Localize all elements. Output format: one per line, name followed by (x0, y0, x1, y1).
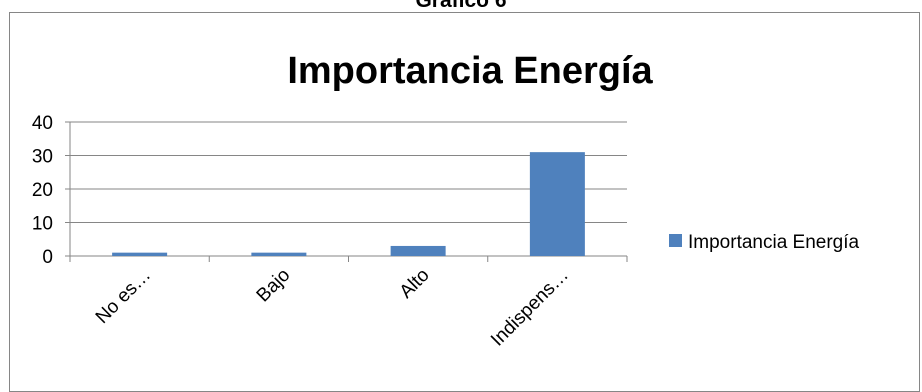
bars (112, 152, 585, 256)
legend-label: Importancia Energía (688, 232, 860, 253)
chart-title-group: Importancia Energía (287, 50, 653, 92)
y-tick-label: 0 (42, 247, 53, 268)
legend-swatch (669, 234, 682, 247)
legend: Importancia Energía (669, 232, 860, 253)
chart-title: Importancia Energía (287, 50, 653, 92)
y-tick-labels: 0 10 20 30 40 (32, 113, 53, 268)
y-tick-label: 30 (32, 147, 53, 168)
x-tick-label: Indispens… (487, 265, 573, 351)
x-tick-label: Alto (396, 265, 434, 303)
bar (529, 152, 585, 256)
bar (390, 245, 446, 256)
bar (251, 252, 307, 256)
y-tick-label: 10 (32, 214, 53, 235)
bar (112, 252, 168, 256)
x-tick-labels: No es… Bajo Alto Indispens… (92, 265, 573, 351)
y-tick-label: 20 (32, 180, 53, 201)
y-tick-label: 40 (32, 113, 53, 134)
x-tick-label: No es… (92, 265, 155, 328)
chart-frame (9, 12, 920, 392)
bar-chart: Importancia Energía 0 10 20 30 40 No es… Bajo… (32, 50, 860, 351)
figure-caption: Grafico 6 (415, 0, 507, 12)
x-tick-label: Bajo (253, 265, 295, 307)
